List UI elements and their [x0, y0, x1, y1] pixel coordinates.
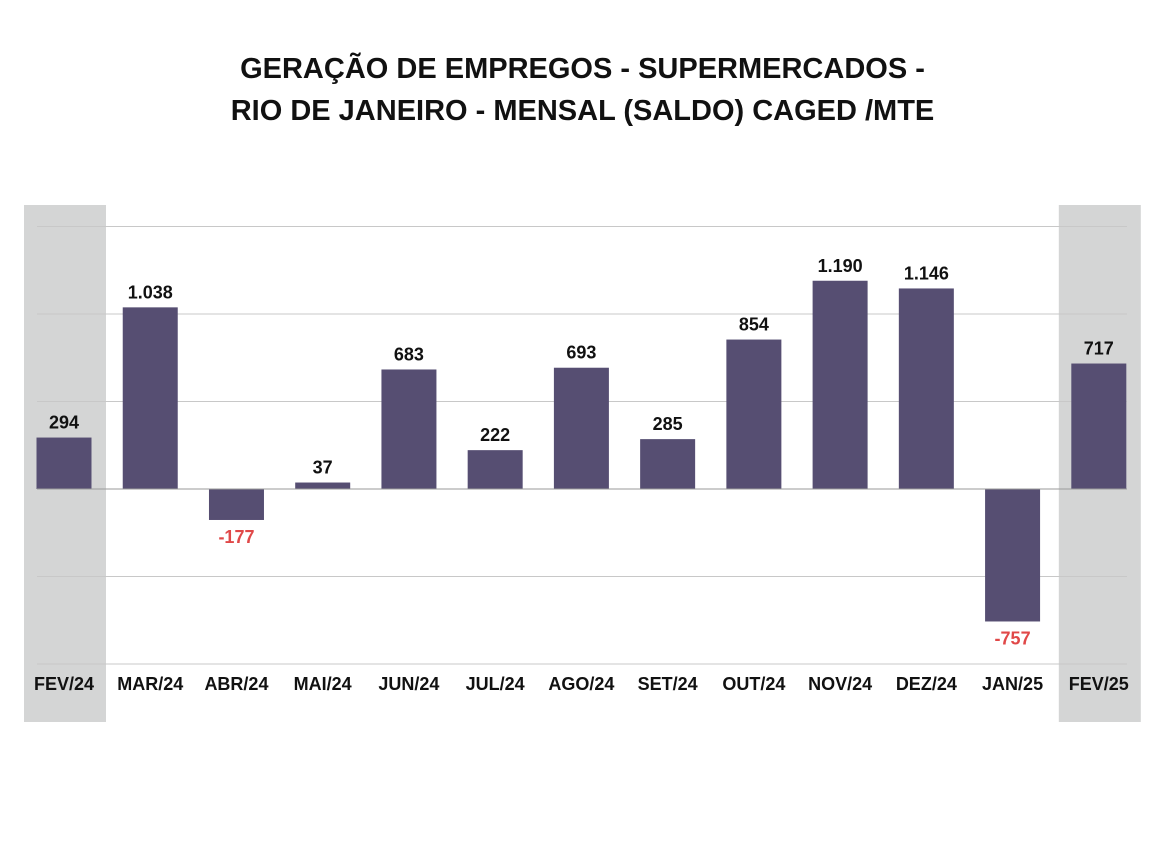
bar-fev-25 — [1071, 363, 1127, 489]
chart-title-line-1: GERAÇÃO DE EMPREGOS - SUPERMERCADOS - — [240, 53, 925, 85]
data-label: 1.038 — [128, 282, 173, 302]
chart-title-line-2: RIO DE JANEIRO - MENSAL (SALDO) CAGED /M… — [230, 95, 935, 127]
bar-ago-24 — [553, 367, 609, 489]
x-tick-label: NOV/24 — [808, 674, 872, 694]
x-tick-label: AGO/24 — [548, 674, 614, 694]
data-label: 1.146 — [904, 263, 949, 283]
x-tick-label: FEV/24 — [34, 674, 94, 694]
x-tick-label: FEV/25 — [1069, 674, 1129, 694]
bar-abr-24 — [208, 489, 264, 520]
bar-dez-24 — [898, 288, 954, 489]
bar-fev-24 — [36, 437, 92, 489]
bar-set-24 — [640, 439, 696, 489]
x-tick-label: JAN/25 — [982, 674, 1043, 694]
data-label: 717 — [1084, 339, 1114, 359]
bar-nov-24 — [812, 280, 868, 489]
bar-jul-24 — [467, 450, 523, 489]
data-label: 222 — [480, 425, 510, 445]
data-label: 854 — [739, 315, 769, 335]
bar-out-24 — [726, 339, 782, 489]
x-tick-label: OUT/24 — [722, 674, 785, 694]
bar-mar-24 — [122, 307, 178, 489]
chart-title: GERAÇÃO DE EMPREGOS - SUPERMERCADOS - RI… — [0, 48, 1165, 132]
data-label: 1.190 — [818, 256, 863, 276]
bar-jan-25 — [985, 489, 1041, 622]
x-tick-label: SET/24 — [638, 674, 698, 694]
x-tick-label: JUL/24 — [466, 674, 525, 694]
data-label: 294 — [49, 413, 79, 433]
data-label: -177 — [218, 527, 254, 547]
bar-mai-24 — [295, 482, 351, 489]
x-tick-label: DEZ/24 — [896, 674, 957, 694]
x-tick-label: ABR/24 — [204, 674, 268, 694]
data-label: 37 — [313, 458, 333, 478]
data-label: 693 — [566, 343, 596, 363]
x-tick-label: MAI/24 — [294, 674, 352, 694]
data-label: -757 — [995, 628, 1031, 648]
data-label: 683 — [394, 344, 424, 364]
bar-jun-24 — [381, 369, 437, 489]
x-tick-label: JUN/24 — [378, 674, 439, 694]
data-label: 285 — [653, 414, 683, 434]
x-tick-label: MAR/24 — [117, 674, 183, 694]
